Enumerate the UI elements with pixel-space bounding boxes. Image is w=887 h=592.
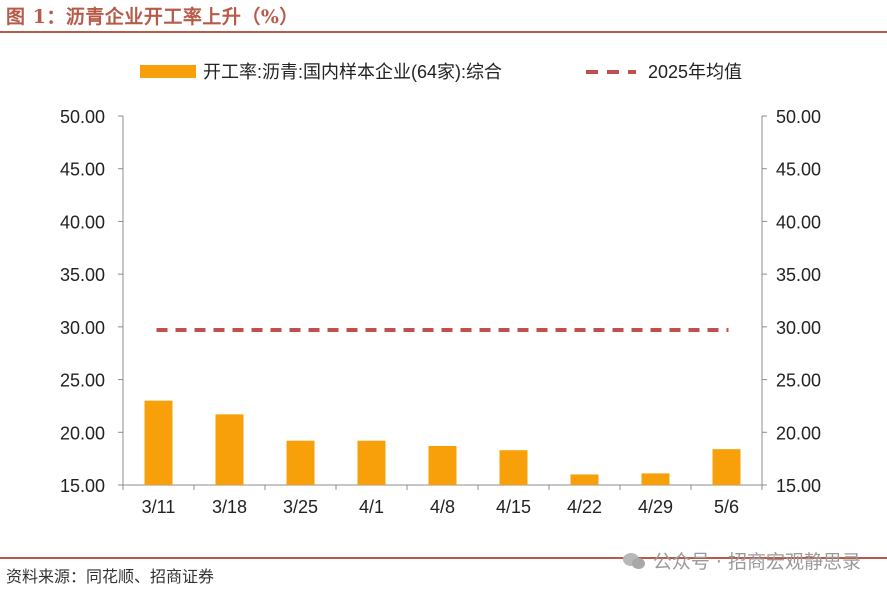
bar (712, 449, 741, 485)
bar (215, 414, 244, 485)
legend-bar-label: 开工率:沥青:国内样本企业(64家):综合 (203, 62, 502, 82)
watermark-text: 公众号 · 招商宏观静思录 (652, 551, 861, 573)
bar (428, 445, 457, 485)
title-divider (0, 31, 887, 33)
y-tick-label-left: 45.00 (60, 160, 105, 180)
legend-line-label: 2025年均值 (648, 62, 742, 82)
bar-series (144, 400, 741, 485)
x-tick-label: 4/8 (430, 497, 455, 517)
y-tick-label-right: 30.00 (776, 318, 821, 338)
y-tick-label-left: 35.00 (60, 265, 105, 285)
bar (144, 400, 173, 485)
x-tick-label: 4/15 (496, 497, 531, 517)
y-tick-label-right: 35.00 (776, 265, 821, 285)
bar (286, 440, 315, 485)
figure-title: 图 1：沥青企业开工率上升（%） (6, 6, 299, 28)
x-tick-label: 3/25 (283, 497, 318, 517)
wechat-icon (622, 552, 647, 570)
source-note: 资料来源：同花顺、招商证券 (6, 567, 215, 586)
y-tick-label-right: 20.00 (776, 423, 821, 443)
bar (357, 440, 386, 485)
x-tick-label: 4/1 (359, 497, 384, 517)
x-tick-label: 4/22 (567, 497, 602, 517)
legend-bar-swatch (140, 65, 196, 78)
watermark: 公众号 · 招商宏观静思录 (622, 547, 861, 574)
legend: 开工率:沥青:国内样本企业(64家):综合 2025年均值 (140, 62, 742, 82)
x-tick-label: 5/6 (714, 497, 739, 517)
y-tick-label-left: 25.00 (60, 371, 105, 391)
bar (641, 473, 670, 485)
footer-divider (0, 557, 887, 559)
y-tick-label-left: 15.00 (60, 476, 105, 496)
y-tick-label-left: 30.00 (60, 318, 105, 338)
y-tick-label-right: 50.00 (776, 107, 821, 127)
y-tick-label-right: 15.00 (776, 476, 821, 496)
chart: 开工率:沥青:国内样本企业(64家):综合 2025年均值 15.00 20.00… (60, 62, 821, 517)
y-tick-label-left: 20.00 (60, 423, 105, 443)
x-tick-label: 3/18 (212, 497, 247, 517)
y-tick-label-left: 40.00 (60, 212, 105, 232)
y-tick-label-right: 25.00 (776, 371, 821, 391)
x-tick-label: 4/29 (638, 497, 673, 517)
bar (499, 450, 528, 485)
bar (570, 474, 599, 485)
y-tick-label-left: 50.00 (60, 107, 105, 127)
x-tick-label: 3/11 (142, 497, 176, 517)
y-tick-label-right: 45.00 (776, 160, 821, 180)
y-tick-label-right: 40.00 (776, 212, 821, 232)
